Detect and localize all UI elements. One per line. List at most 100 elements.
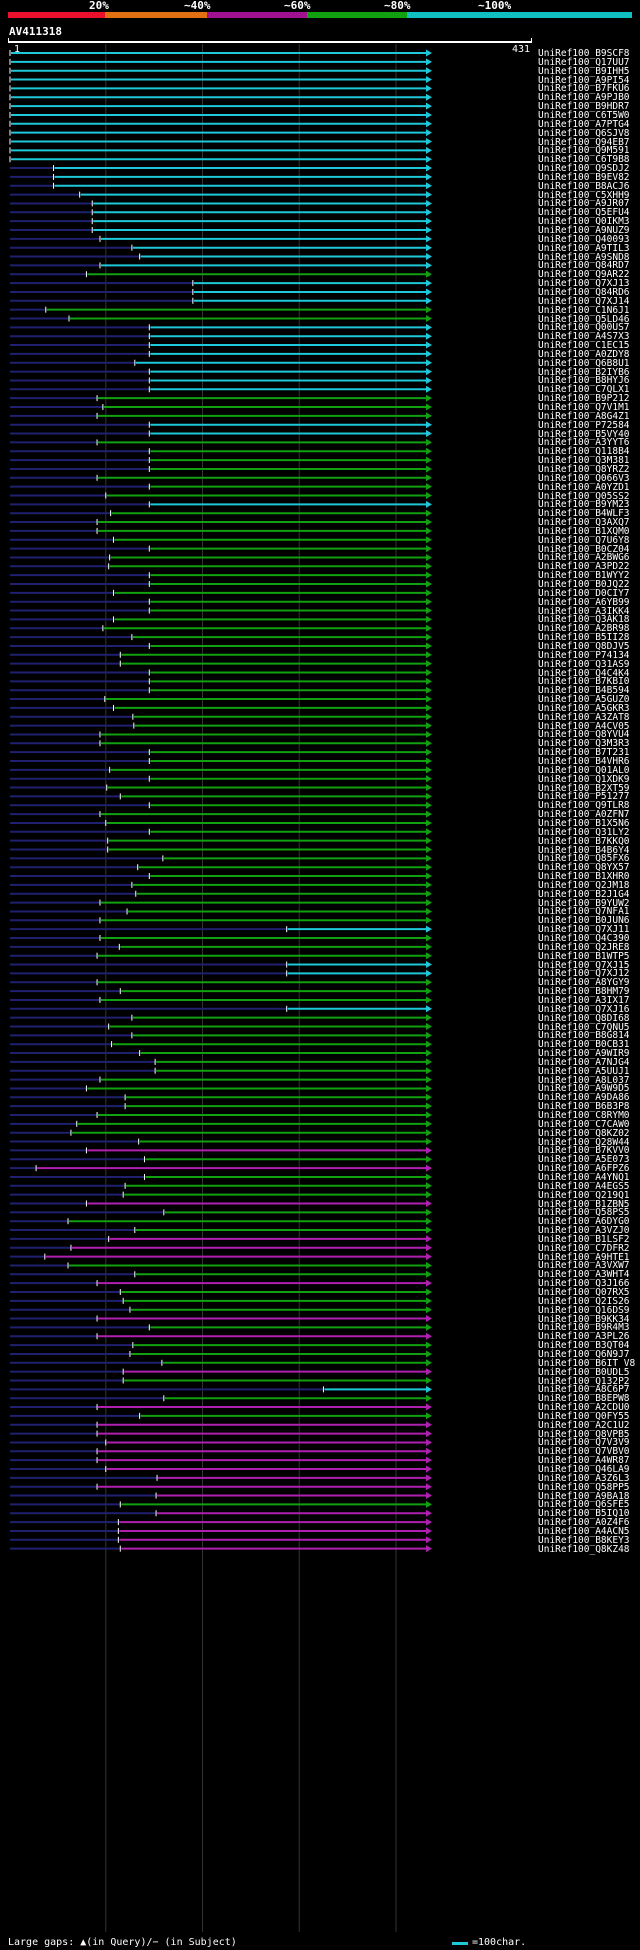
hit-row[interactable] xyxy=(10,199,432,207)
hit-row[interactable] xyxy=(10,553,432,561)
hit-row[interactable] xyxy=(10,1031,432,1039)
hit-row[interactable] xyxy=(10,872,432,880)
hit-label[interactable]: UniRef100_B9KK34 xyxy=(538,1313,630,1325)
hit-row[interactable] xyxy=(10,1323,432,1331)
hit-label[interactable]: UniRef100_A4ACN5 xyxy=(538,1525,630,1537)
hit-label[interactable]: UniRef100_Q3M381 xyxy=(538,455,630,467)
hit-row[interactable] xyxy=(9,129,432,137)
hit-row[interactable] xyxy=(10,545,432,553)
hit-label[interactable]: UniRef100_A3VXW7 xyxy=(538,1260,630,1272)
hit-label[interactable]: UniRef100_A6DYG0 xyxy=(538,1216,630,1228)
hit-row[interactable] xyxy=(10,1040,432,1048)
hit-row[interactable] xyxy=(10,341,432,349)
hit-label[interactable]: UniRef100_A0ZDY8 xyxy=(538,348,630,360)
hit-row[interactable] xyxy=(10,492,432,499)
hit-label[interactable]: UniRef100_Q219Q1 xyxy=(538,1189,630,1201)
hit-label[interactable]: UniRef100_A7NJG4 xyxy=(538,1056,630,1068)
hit-row[interactable] xyxy=(10,1217,432,1225)
hit-label[interactable]: UniRef100_A9PI54 xyxy=(538,74,630,86)
hit-row[interactable] xyxy=(10,306,432,314)
hit-row[interactable] xyxy=(10,430,432,438)
hit-row[interactable] xyxy=(10,270,432,278)
hit-label[interactable]: UniRef100_B5VY40 xyxy=(538,428,630,440)
hit-label[interactable]: UniRef100_Q3J166 xyxy=(538,1278,630,1290)
hit-row[interactable] xyxy=(10,1288,432,1296)
hit-label[interactable]: UniRef100_A0ZFN7 xyxy=(538,809,630,821)
hit-label[interactable]: UniRef100_Q7XJ16 xyxy=(538,1003,630,1015)
hit-label[interactable]: UniRef100_B4WLF3 xyxy=(538,508,630,520)
hit-row[interactable] xyxy=(10,784,432,792)
hit-label[interactable]: UniRef100_A3ZAT8 xyxy=(538,711,630,723)
hit-row[interactable] xyxy=(10,961,432,969)
hit-label[interactable]: UniRef100_B9YM23 xyxy=(538,499,630,511)
hit-label[interactable]: UniRef100_Q2IS26 xyxy=(538,1295,630,1307)
hit-label[interactable]: UniRef100_B8G814 xyxy=(538,1030,630,1042)
hit-label[interactable]: UniRef100_A3WHT4 xyxy=(538,1269,630,1281)
hit-label[interactable]: UniRef100_A2CDU0 xyxy=(538,1402,630,1414)
hit-row[interactable] xyxy=(10,1164,432,1172)
hit-label[interactable]: UniRef100_C1EC15 xyxy=(538,340,630,352)
hit-row[interactable] xyxy=(10,1084,432,1092)
hit-row[interactable] xyxy=(10,1208,432,1216)
hit-row[interactable] xyxy=(10,642,432,650)
hit-label[interactable]: UniRef100_B1X5N6 xyxy=(538,817,630,829)
hit-label[interactable]: UniRef100_B6IT V8 xyxy=(538,1357,636,1369)
hit-row[interactable] xyxy=(10,704,432,712)
hit-label[interactable]: UniRef100_Q05SS2 xyxy=(538,490,630,502)
hit-row[interactable] xyxy=(10,217,432,225)
hit-row[interactable] xyxy=(10,1023,432,1030)
hit-row[interactable] xyxy=(10,385,432,393)
hit-row[interactable] xyxy=(10,297,432,305)
hit-row[interactable] xyxy=(10,1527,432,1535)
hit-label[interactable]: UniRef100_C5XHH9 xyxy=(538,189,630,201)
hit-label[interactable]: UniRef100_A0Z4F6 xyxy=(538,1517,630,1529)
hit-label[interactable]: UniRef100_Q7U6Y8 xyxy=(538,534,630,546)
hit-label[interactable]: UniRef100_B7KKQ0 xyxy=(538,835,630,847)
hit-label[interactable]: UniRef100_Q40093 xyxy=(538,233,630,245)
hit-row[interactable] xyxy=(10,1226,432,1234)
hit-row[interactable] xyxy=(10,863,432,871)
hit-row[interactable] xyxy=(10,934,432,942)
hit-row[interactable] xyxy=(10,315,432,322)
hit-row[interactable] xyxy=(10,438,432,446)
hit-row[interactable] xyxy=(10,1545,432,1553)
hit-row[interactable] xyxy=(9,67,432,75)
hit-label[interactable]: UniRef100_A3Z6L3 xyxy=(538,1472,630,1484)
hit-row[interactable] xyxy=(10,1332,432,1340)
hit-label[interactable]: UniRef100_A3PD22 xyxy=(538,561,630,573)
hit-label[interactable]: UniRef100_B7KBI0 xyxy=(538,676,630,688)
hit-label[interactable]: UniRef100_B8HM79 xyxy=(538,986,630,998)
hit-row[interactable] xyxy=(10,1394,432,1402)
hit-label[interactable]: UniRef100_B1XHR0 xyxy=(538,871,630,883)
hit-row[interactable] xyxy=(10,509,432,517)
hit-row[interactable] xyxy=(10,182,432,190)
hit-label[interactable]: UniRef100_A8L037 xyxy=(538,1074,630,1086)
hit-label[interactable]: UniRef100_B8ACJ6 xyxy=(538,180,630,192)
hit-row[interactable] xyxy=(10,1377,432,1384)
hit-label[interactable]: UniRef100_A5GUZ0 xyxy=(538,694,630,706)
hit-row[interactable] xyxy=(10,350,432,358)
hit-label[interactable]: UniRef100_Q7NFA1 xyxy=(538,906,630,918)
hit-label[interactable]: UniRef100_Q94EB7 xyxy=(538,136,630,148)
hit-row[interactable] xyxy=(10,261,432,269)
hit-row[interactable] xyxy=(10,819,432,827)
hit-label[interactable]: UniRef100_A0YZD1 xyxy=(538,481,630,493)
hit-row[interactable] xyxy=(10,1368,432,1376)
hit-row[interactable] xyxy=(10,1447,432,1455)
hit-row[interactable] xyxy=(10,359,432,367)
hit-row[interactable] xyxy=(10,1005,432,1013)
hit-label[interactable]: UniRef100_Q0IKM3 xyxy=(538,216,630,228)
hit-label[interactable]: UniRef100_A4YNQ1 xyxy=(538,1171,630,1183)
hit-row[interactable] xyxy=(10,1315,432,1323)
hit-row[interactable] xyxy=(10,686,432,694)
hit-row[interactable] xyxy=(10,846,432,853)
hit-label[interactable]: UniRef100_B9SCF8 xyxy=(538,48,630,59)
hit-label[interactable]: UniRef100_B5IQ10 xyxy=(538,1508,630,1520)
hit-label[interactable]: UniRef100_B0JUN6 xyxy=(538,915,630,927)
hit-label[interactable]: UniRef100_B4VHR6 xyxy=(538,756,630,767)
hit-label[interactable]: UniRef100_Q9AR22 xyxy=(538,269,630,281)
hit-label[interactable]: UniRef100_B6B3P8 xyxy=(538,1101,630,1113)
hit-row[interactable] xyxy=(10,527,432,535)
hit-label[interactable]: UniRef100_B1LSF2 xyxy=(538,1233,630,1245)
hit-label[interactable]: UniRef100_A9WIR9 xyxy=(538,1048,630,1060)
